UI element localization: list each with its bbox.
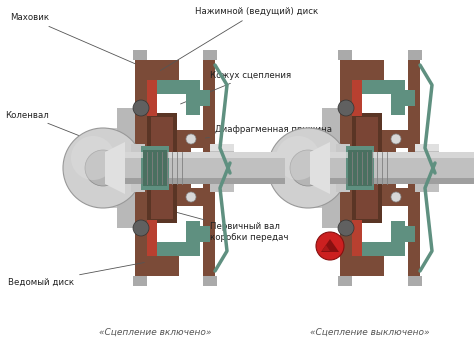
Bar <box>105 152 285 184</box>
Bar <box>310 152 474 184</box>
Polygon shape <box>322 245 330 251</box>
Polygon shape <box>105 142 125 194</box>
Circle shape <box>290 150 326 186</box>
Bar <box>141 146 169 190</box>
Text: Ведомый диск: Ведомый диск <box>8 263 144 287</box>
Bar <box>397 226 415 242</box>
Bar <box>340 60 352 276</box>
Bar <box>336 144 350 192</box>
Bar <box>338 50 352 60</box>
Bar <box>322 108 340 228</box>
Circle shape <box>276 136 320 180</box>
Text: Кожух сцепления: Кожух сцепления <box>181 70 291 104</box>
Text: Выжимной подшипник: Выжимной подшипник <box>168 163 320 180</box>
Bar <box>177 130 205 148</box>
Bar <box>310 178 474 184</box>
Text: Первичный вал
коробки передач: Первичный вал коробки передач <box>171 211 289 242</box>
Bar <box>352 113 382 223</box>
Bar <box>408 276 422 286</box>
Bar <box>397 90 415 106</box>
Bar <box>203 60 215 276</box>
Bar <box>310 152 474 158</box>
Bar <box>105 152 285 158</box>
Bar <box>356 117 378 219</box>
Bar <box>415 144 439 192</box>
Bar <box>147 80 157 116</box>
Bar <box>135 60 179 80</box>
Text: Коленвал: Коленвал <box>5 111 126 154</box>
Circle shape <box>316 232 344 260</box>
Bar <box>147 220 157 256</box>
Bar <box>210 144 234 192</box>
Bar <box>151 117 173 219</box>
Bar <box>391 221 405 256</box>
Bar <box>210 144 234 151</box>
Circle shape <box>133 100 149 116</box>
Bar <box>348 150 372 186</box>
Text: Маховик: Маховик <box>10 13 136 64</box>
Circle shape <box>391 134 401 144</box>
Bar <box>135 60 147 276</box>
Circle shape <box>338 100 354 116</box>
Circle shape <box>268 128 348 208</box>
Bar <box>186 221 200 256</box>
Bar <box>133 50 147 60</box>
Bar <box>157 80 200 94</box>
Bar <box>415 144 439 151</box>
Text: «Сцепление выключено»: «Сцепление выключено» <box>310 327 430 337</box>
Circle shape <box>338 220 354 236</box>
Bar <box>203 276 217 286</box>
Bar <box>408 60 420 276</box>
Bar <box>135 256 179 276</box>
Circle shape <box>63 128 143 208</box>
Bar <box>131 144 145 192</box>
Polygon shape <box>321 239 339 252</box>
Bar <box>391 80 405 115</box>
Bar <box>105 128 117 208</box>
Text: «Сцепление включено»: «Сцепление включено» <box>99 327 211 337</box>
Bar <box>362 80 405 94</box>
Bar <box>157 242 200 256</box>
Bar <box>362 242 405 256</box>
Bar <box>382 188 410 206</box>
Text: Диафрагменная пружина: Диафрагменная пружина <box>191 126 332 140</box>
Bar <box>192 90 210 106</box>
Bar <box>310 128 322 208</box>
Bar <box>346 146 374 190</box>
Bar <box>133 276 147 286</box>
Bar <box>338 276 352 286</box>
Bar <box>352 220 362 256</box>
Circle shape <box>133 220 149 236</box>
Bar <box>352 80 362 116</box>
Polygon shape <box>310 142 330 194</box>
Bar <box>177 178 191 188</box>
Bar <box>143 150 167 186</box>
Bar <box>177 188 205 206</box>
Bar <box>382 178 396 188</box>
Circle shape <box>85 150 121 186</box>
Circle shape <box>391 192 401 202</box>
Bar <box>186 80 200 115</box>
Bar <box>192 226 210 242</box>
Bar <box>382 130 410 148</box>
Bar <box>408 50 422 60</box>
Bar <box>203 50 217 60</box>
Circle shape <box>71 136 115 180</box>
Bar <box>340 60 384 80</box>
Bar <box>147 113 177 223</box>
Circle shape <box>186 134 196 144</box>
Circle shape <box>186 192 196 202</box>
Bar <box>117 108 135 228</box>
Bar <box>105 178 285 184</box>
Bar <box>177 148 191 158</box>
Text: Нажимной (ведущий) диск: Нажимной (ведущий) диск <box>160 7 318 70</box>
Bar <box>340 256 384 276</box>
Bar <box>382 148 396 158</box>
